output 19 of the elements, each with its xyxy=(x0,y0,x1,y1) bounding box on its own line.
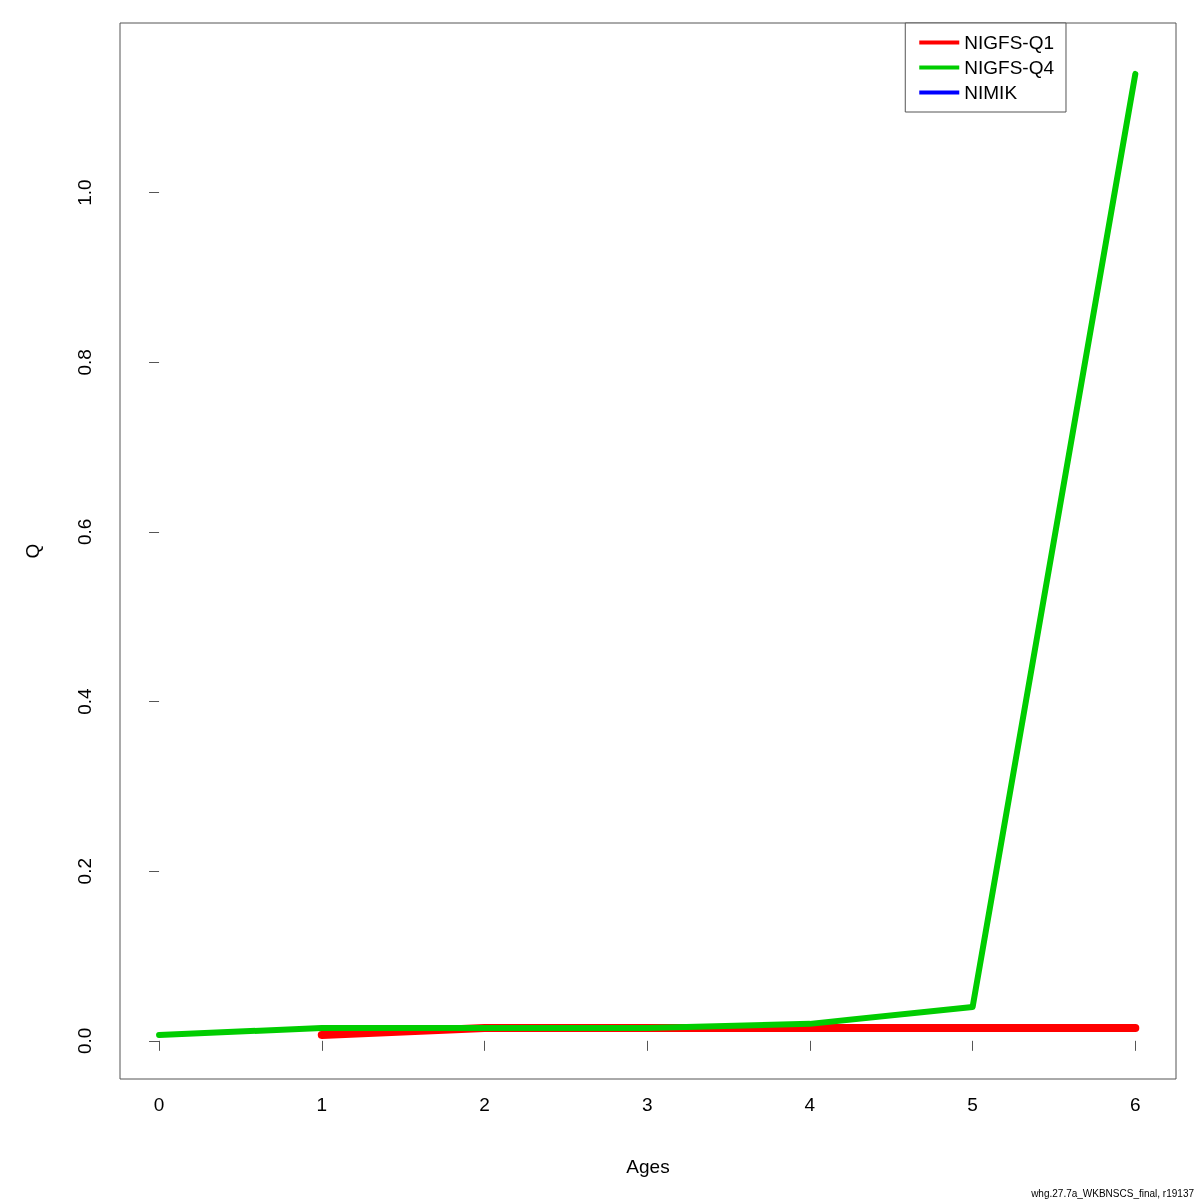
legend-label: NIMIK xyxy=(964,82,1018,103)
text: whg.27.7a_WKBNSCS_final, r19137 xyxy=(1030,1187,1195,1199)
y-tick-label: 1.0 xyxy=(74,179,95,206)
legend-label: NIGFS-Q1 xyxy=(964,32,1054,53)
y-axis-title: Q xyxy=(22,543,43,559)
y-tick-label: 0.8 xyxy=(74,349,95,376)
x-tick-label: 6 xyxy=(1130,1094,1141,1115)
x-tick-label: 1 xyxy=(316,1094,328,1115)
legend-label: NIGFS-Q4 xyxy=(964,57,1055,78)
x-tick-label: 5 xyxy=(967,1094,978,1115)
y-tick-label: 0.2 xyxy=(74,857,95,885)
x-tick-label: 3 xyxy=(641,1094,653,1115)
x-tick-label: 4 xyxy=(804,1094,816,1115)
y-tick-label: 0.0 xyxy=(74,1027,95,1055)
y-tick-label: 0.4 xyxy=(74,687,95,715)
y-tick-label: 0.6 xyxy=(74,518,95,546)
x-tick-label: 2 xyxy=(479,1094,490,1115)
x-axis-title: Ages xyxy=(626,1156,670,1177)
x-tick-label: 0 xyxy=(153,1094,165,1115)
